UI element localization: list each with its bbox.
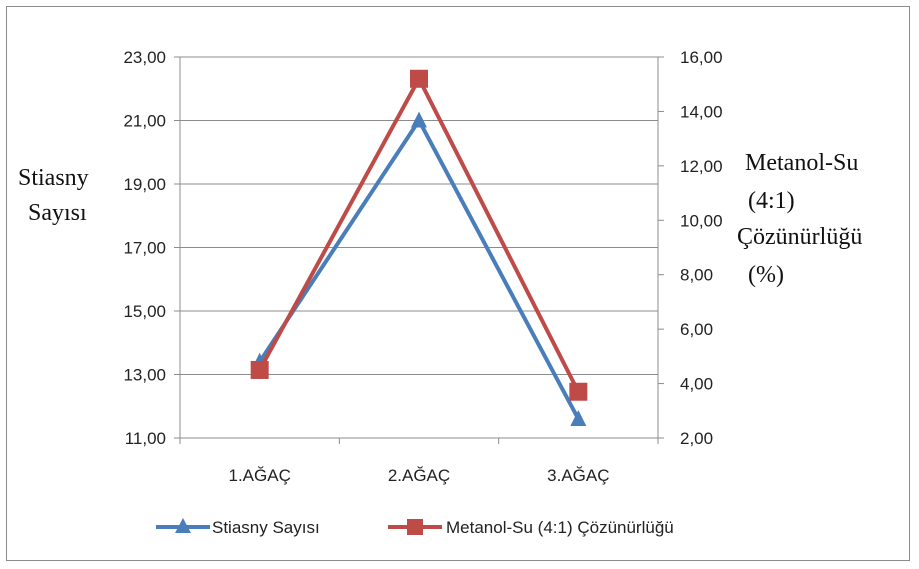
left-axis-label-line-1: Stiasny xyxy=(18,165,89,191)
right-tick-label: 14,00 xyxy=(680,102,723,121)
right-axis-label-line-4: (%) xyxy=(748,262,784,288)
left-tick-label: 15,00 xyxy=(123,302,166,321)
right-tick-label: 6,00 xyxy=(680,320,713,339)
right-tick-label: 8,00 xyxy=(680,266,713,285)
left-tick-label: 17,00 xyxy=(123,239,166,258)
right-tick-label: 10,00 xyxy=(680,211,723,230)
category-label: 3.AĞAÇ xyxy=(547,466,609,485)
right-tick-label: 16,00 xyxy=(680,48,723,67)
legend-stiasny-label: Stiasny Sayısı xyxy=(212,518,320,537)
right-axis-label-line-2: (4:1) xyxy=(748,188,795,214)
left-tick-label: 21,00 xyxy=(123,112,166,131)
category-label: 1.AĞAÇ xyxy=(228,466,290,485)
right-axis-label-line-1: Metanol-Su xyxy=(745,150,858,176)
stiasny-triangle-point xyxy=(411,112,427,128)
left-tick-label: 13,00 xyxy=(123,366,166,385)
left-tick-label: 19,00 xyxy=(123,175,166,194)
left-axis-ticks: 11,00 13,00 15,00 17,00 19,00 21,00 23,00 xyxy=(123,48,166,448)
right-axis-ticks: 2,00 4,00 6,00 8,00 10,00 12,00 14,00 16,00 xyxy=(680,48,723,448)
left-tick-label: 23,00 xyxy=(123,48,166,67)
metanol-square-point xyxy=(410,70,428,88)
legend-metanol-square-marker xyxy=(407,519,423,535)
metanol-square-point xyxy=(251,361,269,379)
right-tick-label: 2,00 xyxy=(680,429,713,448)
left-tick-label: 11,00 xyxy=(125,429,166,448)
right-tick-label: 12,00 xyxy=(680,157,723,176)
right-axis-label-line-3: Çözünürlüğü xyxy=(737,224,862,250)
left-axis-label-line-2: Sayısı xyxy=(28,200,87,226)
legend-metanol-label: Metanol-Su (4:1) Çözünürlüğü xyxy=(446,518,674,537)
right-tick-label: 4,00 xyxy=(680,375,713,394)
category-label: 2.AĞAÇ xyxy=(388,466,450,485)
metanol-square-point xyxy=(569,383,587,401)
category-axis-ticks: 1.AĞAÇ 2.AĞAÇ 3.AĞAÇ xyxy=(228,466,609,485)
legend: Stiasny Sayısı Metanol-Su (4:1) Çözünürl… xyxy=(156,518,674,537)
